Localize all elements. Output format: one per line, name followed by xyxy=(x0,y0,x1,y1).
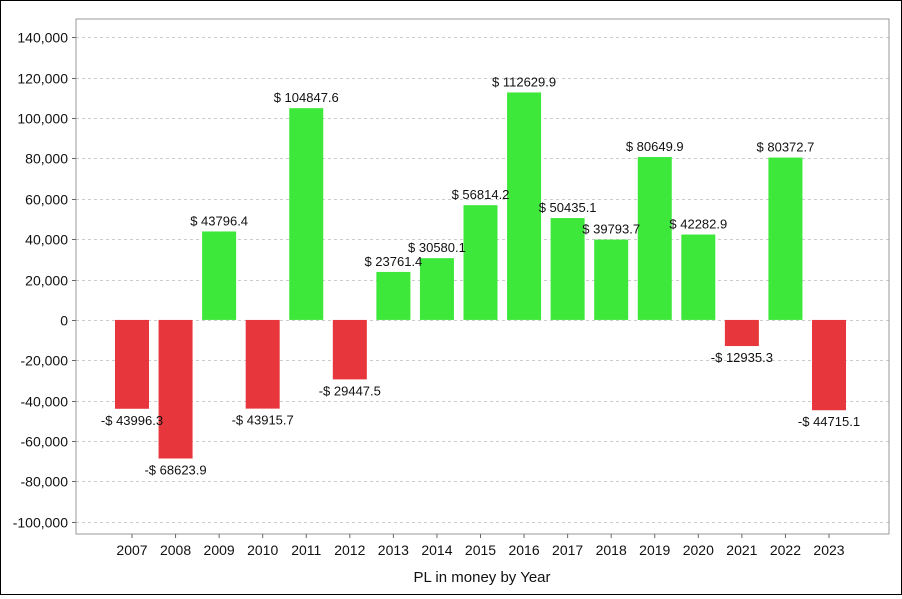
data-label: -$ 43915.7 xyxy=(232,413,294,428)
x-axis: 2007 2008 2009 2010 2011 2012 2013 2014 2015 2016… xyxy=(116,534,845,558)
y-tick-label: 80,000 xyxy=(25,151,68,167)
bar-2015 xyxy=(463,205,498,320)
y-tick-label: 100,000 xyxy=(17,111,68,127)
x-tick-label: 2011 xyxy=(291,542,321,558)
bars xyxy=(115,92,846,459)
data-label: $ 80372.7 xyxy=(757,140,815,155)
x-tick-label: 2018 xyxy=(596,542,627,558)
data-label: $ 50435.1 xyxy=(539,200,597,215)
data-label: -$ 68623.9 xyxy=(144,463,206,478)
data-label: $ 56814.2 xyxy=(452,187,510,202)
y-tick-label: 20,000 xyxy=(25,273,68,289)
bar-2012 xyxy=(332,319,367,380)
x-tick-label: 2022 xyxy=(770,542,801,558)
y-tick-label: -20,000 xyxy=(21,353,69,369)
bar-2007 xyxy=(115,319,149,409)
bar-2009 xyxy=(202,231,237,320)
bar-2020 xyxy=(681,234,716,320)
x-tick-label: 2009 xyxy=(204,542,235,558)
x-tick-label: 2021 xyxy=(726,542,757,558)
x-tick-label: 2017 xyxy=(552,542,583,558)
x-tick-label: 2019 xyxy=(639,542,670,558)
data-labels: -$ 43996.3 -$ 68623.9 $ 43796.4 -$ 43915.7 $… xyxy=(101,74,860,477)
bar-2014 xyxy=(419,258,454,320)
x-tick-label: 2013 xyxy=(378,542,409,558)
y-tick-label: 40,000 xyxy=(25,232,68,248)
x-tick-label: 2007 xyxy=(116,542,147,558)
data-label: $ 30580.1 xyxy=(408,240,466,255)
bar-2016 xyxy=(507,92,542,320)
y-tick-label: -40,000 xyxy=(21,394,69,410)
bar-2021 xyxy=(724,319,759,347)
y-axis: 140,000 120,000 100,000 80,000 60,000 40,000 2… xyxy=(13,30,76,531)
x-tick-label: 2008 xyxy=(160,542,191,558)
data-label: $ 42282.9 xyxy=(669,217,727,232)
data-label: $ 43796.4 xyxy=(190,213,248,228)
data-label: $ 112629.9 xyxy=(492,74,556,89)
bar-2010 xyxy=(245,319,280,409)
y-tick-label: -80,000 xyxy=(21,474,69,490)
bar-2017 xyxy=(550,218,585,320)
x-tick-label: 2020 xyxy=(683,542,714,558)
y-tick-label: 140,000 xyxy=(17,30,68,46)
data-label: $ 39793.7 xyxy=(582,222,640,237)
x-tick-label: 2016 xyxy=(508,542,539,558)
x-axis-label: PL in money by Year xyxy=(413,569,550,586)
bar-2023 xyxy=(812,319,846,411)
bar-2018 xyxy=(594,239,629,320)
bar-2013 xyxy=(376,271,411,320)
bar-2019 xyxy=(637,157,672,320)
bar-2008 xyxy=(158,319,193,459)
x-tick-label: 2014 xyxy=(421,542,452,558)
plot-area-border xyxy=(75,18,890,535)
y-tick-label: 60,000 xyxy=(25,192,68,208)
data-label: -$ 29447.5 xyxy=(319,383,381,398)
x-tick-label: 2015 xyxy=(465,542,496,558)
y-tick-label: 120,000 xyxy=(17,71,68,87)
bar-2011 xyxy=(289,108,324,320)
data-label: -$ 44715.1 xyxy=(798,414,860,429)
data-label: -$ 43996.3 xyxy=(101,413,163,428)
data-label: $ 104847.6 xyxy=(274,90,339,105)
y-tick-label: -60,000 xyxy=(21,434,69,450)
bar-2022 xyxy=(768,157,803,320)
data-label: $ 80649.9 xyxy=(626,139,684,154)
x-tick-label: 2012 xyxy=(334,542,365,558)
x-tick-label: 2023 xyxy=(813,542,844,558)
data-label: -$ 12935.3 xyxy=(711,350,773,365)
y-tick-label: -100,000 xyxy=(13,515,68,531)
data-label: $ 23761.4 xyxy=(364,254,422,269)
x-tick-label: 2010 xyxy=(247,542,278,558)
y-tick-label: 0 xyxy=(60,313,68,329)
